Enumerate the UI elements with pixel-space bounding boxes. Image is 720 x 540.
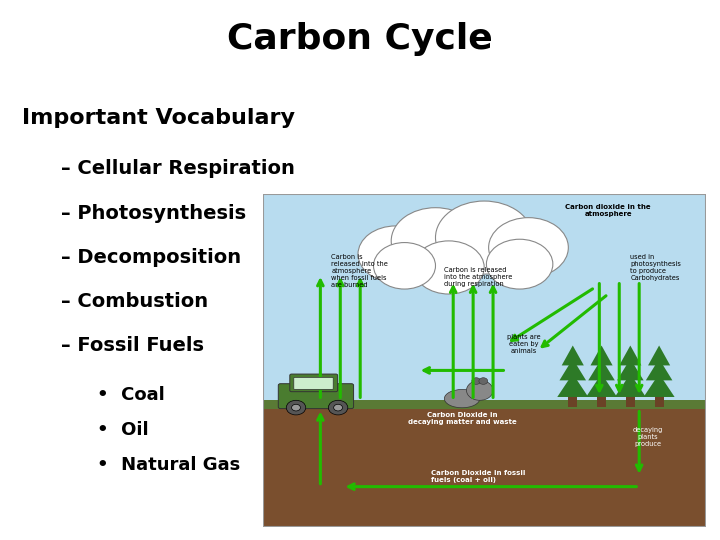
Circle shape (413, 241, 484, 294)
Circle shape (328, 400, 348, 415)
Circle shape (479, 377, 487, 384)
Text: decaying
plants
produce: decaying plants produce (633, 427, 663, 447)
Circle shape (489, 218, 568, 278)
FancyBboxPatch shape (294, 377, 333, 389)
Text: Carbon dioxide in the
atmosphere: Carbon dioxide in the atmosphere (565, 204, 651, 218)
Text: plants are
eaten by
animals: plants are eaten by animals (507, 334, 541, 354)
Bar (263, 400, 706, 409)
Text: •  Coal: • Coal (97, 386, 165, 404)
Polygon shape (615, 374, 646, 397)
Text: Carbon Cycle: Carbon Cycle (227, 22, 493, 56)
Circle shape (467, 380, 493, 400)
Text: Important Vocabulary: Important Vocabulary (22, 108, 294, 128)
Circle shape (487, 239, 553, 289)
Polygon shape (588, 359, 615, 380)
Text: – Photosynthesis: – Photosynthesis (61, 204, 246, 222)
Polygon shape (648, 346, 670, 366)
Text: Carbon Dioxide in
decaying matter and waste: Carbon Dioxide in decaying matter and wa… (408, 412, 516, 425)
Bar (626, 392, 635, 407)
Polygon shape (562, 346, 584, 366)
Text: Carbon Dioxide in fossil
fuels (coal + oil): Carbon Dioxide in fossil fuels (coal + o… (431, 470, 526, 483)
FancyBboxPatch shape (279, 384, 354, 409)
Polygon shape (646, 359, 672, 380)
Circle shape (287, 400, 306, 415)
Text: •  Oil: • Oil (97, 421, 149, 439)
Text: – Cellular Respiration: – Cellular Respiration (61, 159, 295, 178)
Polygon shape (644, 374, 675, 397)
Bar (263, 194, 706, 407)
Polygon shape (559, 359, 586, 380)
Text: – Fossil Fuels: – Fossil Fuels (61, 336, 204, 355)
Polygon shape (619, 346, 642, 366)
Text: – Combustion: – Combustion (61, 292, 208, 311)
FancyBboxPatch shape (290, 374, 338, 392)
Text: •  Natural Gas: • Natural Gas (97, 456, 240, 474)
Text: Carbon is released
into the atmosphere
during respiration: Carbon is released into the atmosphere d… (444, 267, 513, 287)
Polygon shape (586, 374, 617, 397)
Circle shape (436, 201, 533, 274)
Text: Carbon is
released into the
atmosphere
when fossil fuels
are burned: Carbon is released into the atmosphere w… (331, 254, 388, 288)
Text: – Decomposition: – Decomposition (61, 248, 241, 267)
Circle shape (374, 242, 436, 289)
Polygon shape (590, 346, 613, 366)
Circle shape (333, 404, 343, 411)
Circle shape (472, 377, 481, 384)
Circle shape (358, 226, 433, 282)
Circle shape (391, 208, 480, 274)
Bar (263, 407, 706, 526)
Bar (654, 392, 664, 407)
Ellipse shape (444, 389, 480, 408)
Bar (597, 392, 606, 407)
Text: used in
photosynthesis
to produce
Carbohydrates: used in photosynthesis to produce Carboh… (630, 254, 681, 281)
Polygon shape (617, 359, 644, 380)
Circle shape (292, 404, 300, 411)
Polygon shape (557, 374, 588, 397)
Bar (568, 392, 577, 407)
